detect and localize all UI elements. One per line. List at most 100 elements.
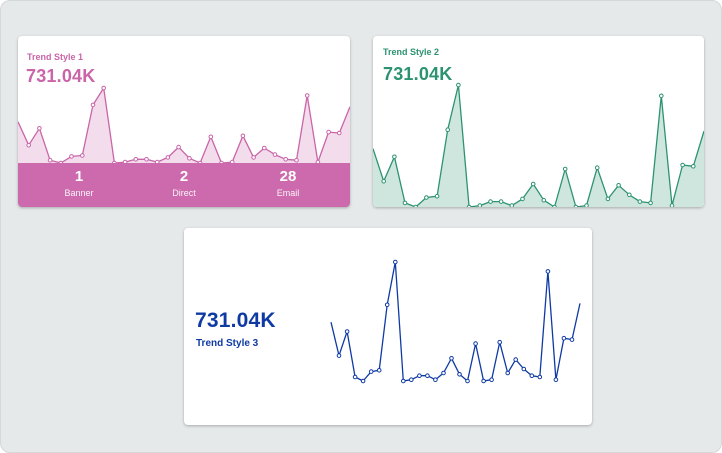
card-title: Trend Style 1 [27, 52, 84, 62]
data-point [272, 152, 278, 157]
card-value: 731.04K [26, 66, 96, 86]
stat-direct: 2 Direct [154, 169, 214, 199]
data-point [445, 127, 450, 132]
data-point [497, 339, 503, 345]
data-point [80, 153, 85, 158]
series-area [373, 85, 704, 207]
card-value: 731.04K [383, 64, 453, 84]
data-point [466, 204, 472, 207]
data-point [488, 199, 493, 204]
data-point [481, 378, 486, 384]
data-point [573, 204, 579, 207]
stats-footer: 1 Banner 2 Direct 28 Email [18, 163, 350, 207]
data-point [402, 200, 408, 206]
trend-card-style-2: Trend Style 2 731.04K [373, 36, 704, 207]
data-point [505, 370, 511, 376]
stat-label: Email [276, 188, 300, 198]
data-point [584, 203, 589, 207]
data-point [413, 204, 418, 207]
data-point [457, 372, 462, 377]
data-point [552, 204, 557, 207]
data-point [401, 378, 406, 384]
data-point [47, 157, 53, 163]
data-point [337, 130, 342, 136]
trend-card-style-1: Trend Style 1 731.04K 1 Banner 2 Direct … [18, 36, 350, 207]
data-point [26, 142, 31, 148]
data-point [691, 164, 696, 169]
data-point [434, 193, 440, 199]
data-point [392, 154, 397, 160]
sparkline-chart [18, 85, 350, 166]
data-point [101, 85, 106, 91]
data-point [304, 93, 310, 98]
data-point [605, 196, 611, 202]
data-point [520, 196, 525, 202]
data-point [521, 366, 527, 372]
data-point [424, 195, 429, 200]
data-point [537, 374, 543, 380]
data-point [541, 197, 547, 203]
data-point [489, 377, 494, 382]
card-title: Trend Style 2 [383, 47, 440, 57]
data-point [513, 357, 519, 362]
data-point [176, 144, 181, 150]
data-point [294, 157, 299, 163]
data-point [240, 133, 246, 139]
data-point [352, 374, 358, 380]
data-point [417, 373, 422, 378]
data-point [545, 269, 551, 274]
data-point [376, 368, 382, 373]
stat-value: 28 [279, 168, 297, 185]
data-point [393, 259, 398, 265]
data-point [251, 155, 256, 160]
data-point [530, 181, 536, 187]
data-point [449, 356, 454, 361]
data-point [37, 126, 42, 131]
data-point [669, 203, 675, 207]
data-point [187, 156, 192, 161]
sparkline-chart [330, 259, 581, 384]
data-point [456, 82, 461, 88]
data-point [144, 157, 149, 162]
stat-banner: 1 Banner [49, 169, 109, 199]
data-point [659, 93, 664, 99]
data-point [562, 166, 568, 172]
data-point [381, 178, 386, 184]
card-title: Trend Style 3 [196, 338, 259, 349]
data-point [208, 134, 214, 140]
data-point [498, 199, 504, 204]
data-point [680, 162, 685, 168]
series-line [330, 261, 581, 382]
data-point [529, 373, 535, 378]
data-point [368, 369, 374, 374]
data-point [465, 378, 470, 384]
data-point [425, 373, 430, 378]
data-point [165, 155, 171, 160]
series-area [18, 88, 350, 163]
data-point [637, 199, 643, 204]
data-point [384, 302, 390, 308]
stat-email: 28 Email [258, 168, 318, 199]
data-point [326, 129, 331, 135]
data-point [509, 203, 515, 207]
data-point [477, 203, 483, 207]
data-point [648, 200, 653, 206]
data-point [433, 377, 438, 382]
data-point [561, 335, 567, 341]
trend-card-style-3: 731.04K Trend Style 3 [184, 228, 592, 425]
data-point [262, 145, 267, 151]
sparkline-chart [373, 82, 704, 207]
data-point [616, 183, 621, 188]
card-value: 731.04K [195, 309, 276, 332]
stat-label: Direct [172, 188, 196, 198]
data-point [360, 378, 366, 384]
data-point [441, 370, 446, 376]
data-point [336, 353, 342, 358]
data-point [344, 329, 350, 334]
data-point [90, 102, 96, 108]
data-point [626, 192, 632, 198]
data-point [133, 157, 139, 162]
data-point [409, 377, 414, 382]
data-point [473, 341, 478, 346]
